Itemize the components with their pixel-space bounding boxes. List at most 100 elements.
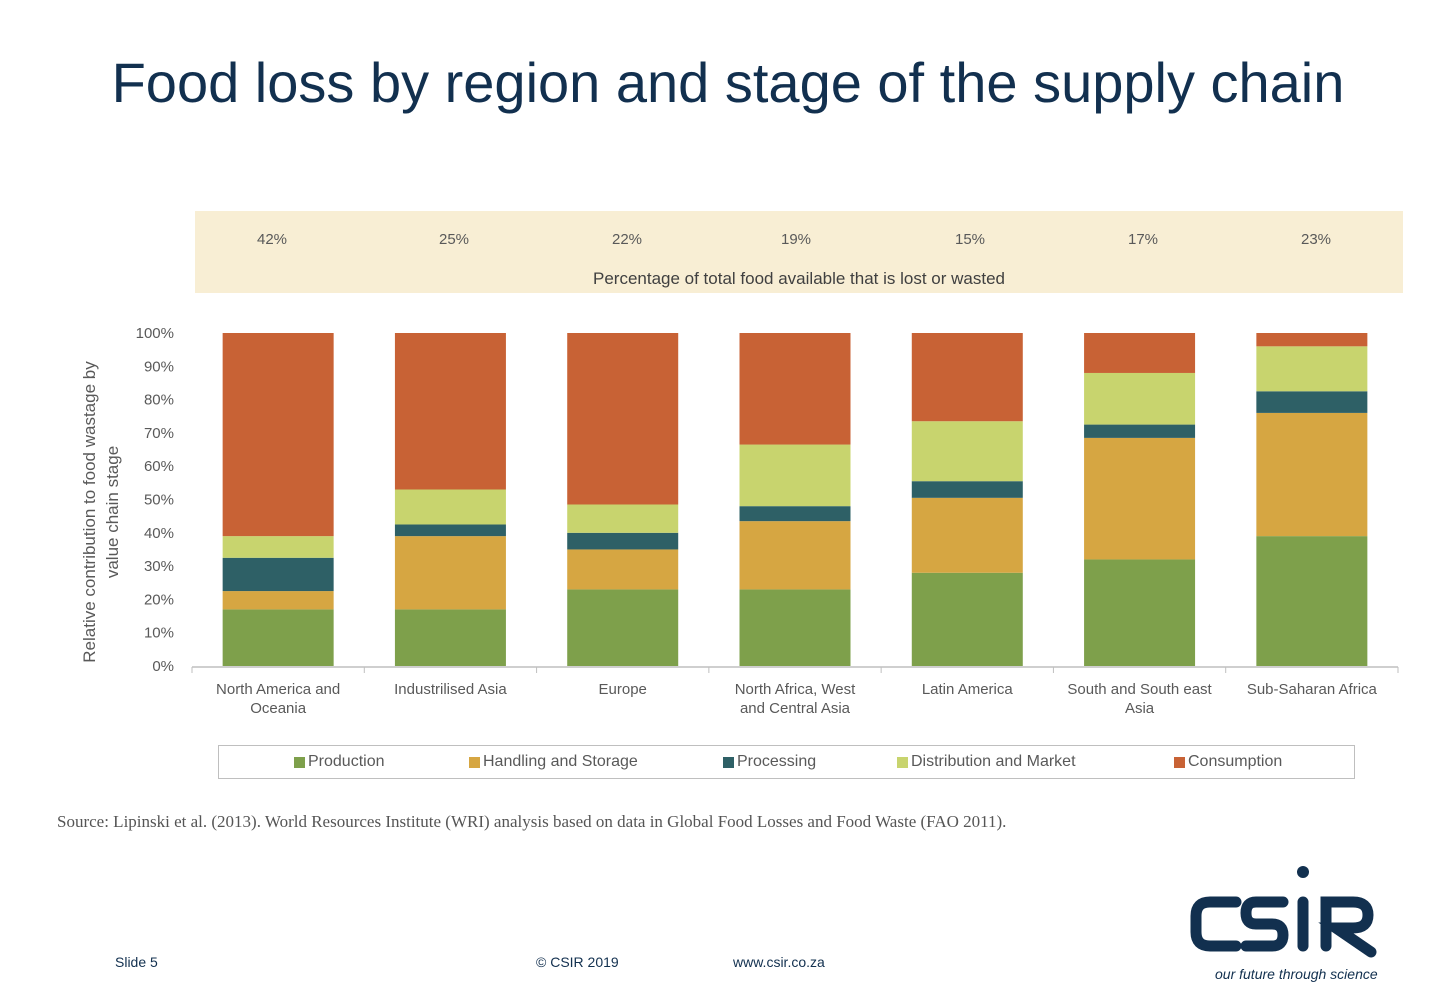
stacked-bar-chart: 0% 10% 20% 30% 40% 50% 60% 70% 80% 90% 100% North … [80,325,1399,717]
band-value: 17% [1127,231,1159,248]
x-category-label: North America and [216,681,340,698]
bar-segment-processing [911,481,1023,498]
legend-label: Distribution and Market [911,753,1076,770]
bar-segment-distribution-and-market [567,504,679,533]
bar-segment-processing [567,532,679,550]
x-category-label: and Central Asia [740,700,851,717]
y-axis: 0% 10% 20% 30% 40% 50% 60% 70% 80% 90% 100% [136,325,174,675]
bar-segment-distribution-and-market [394,489,506,525]
band-value: 42% [256,231,288,248]
bar-segment-consumption [394,333,506,490]
y-tick-label: 30% [144,558,174,575]
bar-stack [222,333,334,666]
y-tick-label: 20% [144,591,174,608]
bar-segment-consumption [911,333,1023,422]
legend-swatch [294,756,305,768]
bar-segment-consumption [1256,333,1368,347]
chart-legend: Production Handling and Storage Processi… [218,745,1355,779]
bar-segment-processing [1256,391,1368,413]
y-tick-label: 90% [144,358,174,375]
x-category-label: Sub-Saharan Africa [1247,681,1378,698]
x-category-label: Asia [1125,700,1155,717]
bar-segment-consumption [567,333,679,505]
legend-item-distribution-market: Distribution and Market [897,753,1076,771]
bar-segment-processing [739,506,851,522]
band-value: 22% [611,231,643,248]
legend-item-processing: Processing [723,753,816,771]
bar-stack [394,333,506,666]
y-tick-label: 80% [144,392,174,409]
bar-segment-consumption [222,333,334,537]
bar-segment-production [911,572,1023,666]
logo-letter-c [1190,896,1242,952]
bar-segment-distribution-and-market [911,421,1023,482]
legend-swatch [469,756,480,768]
x-category-label: Industrilised Asia [394,681,507,698]
slide-number: Slide 5 [115,954,158,970]
bar-segment-handling-and-storage [394,536,506,610]
band-value: 15% [954,231,986,248]
legend-label: Handling and Storage [483,753,638,770]
logo-tagline: our future through science [1215,966,1378,982]
bar-stack [1256,333,1368,666]
bar-segment-handling-and-storage [1256,412,1368,537]
bar-segment-production [1256,536,1368,666]
logo-letter-s [1240,896,1289,952]
copyright: © CSIR 2019 [536,954,619,970]
y-tick-label: 50% [144,492,174,509]
x-category-label: North Africa, West [735,681,856,698]
band-value: 25% [438,231,470,248]
legend-swatch [897,756,908,768]
csir-logo [1190,866,1377,958]
bar-segment-consumption [739,333,851,445]
y-tick-label: 70% [144,425,174,442]
bar-segment-production [394,609,506,666]
slide-title: Food loss by region and stage of the sup… [111,51,1345,114]
x-category-label: Latin America [922,681,1014,698]
legend-item-handling-storage: Handling and Storage [469,753,638,771]
legend-label: Processing [737,753,817,770]
y-tick-label: 10% [144,625,174,642]
bar-segment-handling-and-storage [739,521,851,590]
legend-item-consumption: Consumption [1174,753,1282,771]
logo-dot [1297,866,1309,878]
bar-segment-handling-and-storage [1084,437,1196,560]
legend-label: Production [308,753,385,770]
legend-item-production: Production [294,753,385,771]
logo-letter-r [1318,896,1377,958]
legend-label: Consumption [1188,753,1283,770]
band-caption: Percentage of total food available that … [592,269,1006,288]
bar-segment-processing [1084,424,1196,438]
y-axis-title-line: value chain stage [103,446,122,578]
y-tick-label: 40% [144,525,174,542]
bar-segment-processing [222,557,334,592]
band-value: 23% [1300,231,1332,248]
bar-segment-processing [394,524,506,537]
bar-segment-consumption [1084,333,1196,373]
bar-stack [911,333,1023,666]
legend-swatch [1174,756,1185,768]
bar-segment-handling-and-storage [567,549,679,590]
y-tick-label: 100% [136,325,174,342]
bar-segment-production [739,589,851,666]
loss-percentage-band: 42% 25% 22% 19% 15% 17% 23% Percentage o… [195,211,1403,293]
band-value: 19% [780,231,812,248]
y-tick-label: 60% [144,458,174,475]
bar-segment-distribution-and-market [1084,372,1196,425]
bar-segment-distribution-and-market [1256,346,1368,392]
legend-swatch [723,756,734,768]
bar-stack [1084,333,1196,666]
x-category-label: Oceania [250,700,307,717]
y-tick-label: 0% [152,658,174,675]
bar-segment-distribution-and-market [739,444,851,507]
source-citation: Source: Lipinski et al. (2013). World Re… [57,812,1007,831]
x-axis: North America and Oceania Industrilised As… [191,666,1399,717]
bar-stack [567,333,679,666]
bars [222,333,1368,666]
website-link[interactable]: www.csir.co.za [733,954,825,970]
x-category-label: South and South east [1067,681,1212,698]
y-axis-title: Relative contribution to food wastage by… [80,361,122,663]
y-axis-title-line: Relative contribution to food wastage by [80,361,99,663]
bar-stack [739,333,851,666]
bar-segment-production [567,589,679,666]
